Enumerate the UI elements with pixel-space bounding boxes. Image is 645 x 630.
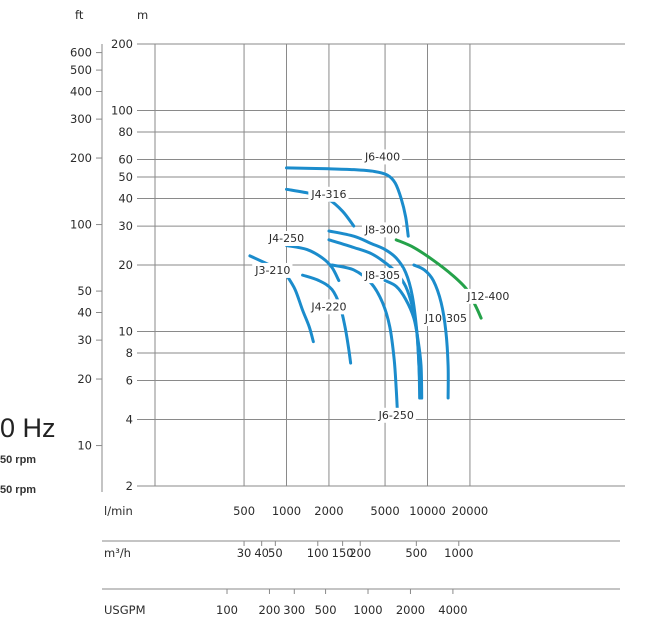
ft-tick-label: 100 bbox=[70, 218, 92, 232]
y-tick-label: 8 bbox=[126, 346, 133, 360]
series-label-bg bbox=[361, 268, 403, 284]
y-tick-label: 80 bbox=[118, 125, 133, 139]
series-label-j4-250: J4-250 bbox=[268, 232, 304, 245]
series-label-bg bbox=[252, 262, 293, 278]
series-label-bg bbox=[361, 222, 403, 238]
y-tick-label: 200 bbox=[111, 37, 133, 51]
ft-tick-label: 400 bbox=[70, 85, 92, 99]
x-tick-label: 10000 bbox=[409, 504, 446, 518]
curve-j6-250 bbox=[330, 263, 399, 410]
curve-j6-400 bbox=[285, 166, 410, 238]
series-label-j12-400: J12-400 bbox=[466, 290, 509, 303]
y-tick-label: 30 bbox=[118, 219, 133, 233]
x-tick-label: 2000 bbox=[314, 504, 343, 518]
ft-tick-label: 200 bbox=[70, 151, 92, 165]
m3h-tick-label: 1000 bbox=[444, 546, 473, 560]
series-label-bg bbox=[308, 299, 349, 315]
m3h-tick-label: 30 bbox=[237, 546, 252, 560]
series-label-j6-250: J6-250 bbox=[378, 409, 414, 422]
y-tick-label: 60 bbox=[118, 153, 133, 167]
m3h-tick-label: 100 bbox=[307, 546, 329, 560]
x-tick-label: 20000 bbox=[452, 504, 489, 518]
m3h-tick-label: 40 bbox=[254, 546, 269, 560]
y-tick-label: 4 bbox=[126, 412, 133, 426]
y-tick-label: 100 bbox=[111, 104, 133, 118]
ft-tick-label: 20 bbox=[77, 372, 92, 386]
series-label-j8-300: J8-300 bbox=[364, 223, 400, 236]
curve-j4-250 bbox=[285, 244, 341, 283]
series-label-j8-305: J8-305 bbox=[364, 269, 400, 282]
rpm-label-1: 50 rpm bbox=[0, 454, 37, 466]
ft-tick-label: 300 bbox=[70, 112, 92, 126]
x-axis-label: l/min bbox=[104, 504, 133, 518]
ft-tick-label: 600 bbox=[70, 46, 92, 60]
curve-j10-305 bbox=[383, 279, 424, 400]
ft-tick-label: 50 bbox=[77, 284, 92, 298]
y-tick-label: 50 bbox=[118, 170, 133, 184]
usgpm-tick-label: 500 bbox=[315, 603, 337, 617]
series-label-j4-220: J4-220 bbox=[310, 300, 346, 313]
x-tick-label: 1000 bbox=[272, 504, 301, 518]
usgpm-tick-label: 200 bbox=[258, 603, 280, 617]
series-label-bg bbox=[265, 230, 307, 246]
frequency-label: 0 Hz bbox=[0, 413, 56, 443]
m3h-tick-label: 150 bbox=[332, 546, 354, 560]
ft-tick-label: 500 bbox=[70, 63, 92, 77]
series-label-bg bbox=[361, 149, 403, 165]
curve-j10-305 bbox=[412, 263, 450, 400]
curve-j12-400 bbox=[394, 238, 483, 320]
usgpm-tick-label: 1000 bbox=[353, 603, 382, 617]
m3h-tick-label: 500 bbox=[405, 546, 427, 560]
usgpm-tick-label: 4000 bbox=[438, 603, 467, 617]
usgpm-axis-label: USGPM bbox=[104, 603, 146, 617]
series-label-bg bbox=[375, 407, 416, 423]
ft-axis-label: ft bbox=[75, 8, 84, 22]
m3h-axis-label: m³/h bbox=[104, 546, 131, 560]
series-label-bg bbox=[464, 288, 512, 304]
curve-j4-220 bbox=[301, 273, 353, 365]
x-tick-label: 500 bbox=[233, 504, 255, 518]
y-tick-label: 10 bbox=[118, 325, 133, 339]
m3h-tick-label: 200 bbox=[349, 546, 371, 560]
series-label-j6-400: J6-400 bbox=[364, 150, 400, 163]
curve-j3-210 bbox=[285, 273, 315, 344]
ft-tick-label: 10 bbox=[77, 439, 92, 453]
y-tick-label: 2 bbox=[126, 479, 133, 493]
ft-tick-label: 30 bbox=[77, 333, 92, 347]
series-label-bg bbox=[308, 186, 349, 202]
usgpm-tick-label: 2000 bbox=[396, 603, 425, 617]
ft-tick-label: 40 bbox=[77, 306, 92, 320]
y-tick-label: 20 bbox=[118, 258, 133, 272]
y-tick-label: 40 bbox=[118, 191, 133, 205]
series-label-j4-316: J4-316 bbox=[310, 188, 346, 201]
y-tick-label: 6 bbox=[126, 374, 133, 388]
rpm-label-2: 50 rpm bbox=[0, 484, 37, 496]
series-label-j3-210: J3-210 bbox=[254, 264, 290, 277]
usgpm-tick-label: 300 bbox=[283, 603, 305, 617]
m3h-tick-label: 50 bbox=[268, 546, 283, 560]
y-axis-label: m bbox=[137, 8, 148, 22]
usgpm-tick-label: 100 bbox=[216, 603, 238, 617]
x-tick-label: 5000 bbox=[370, 504, 399, 518]
